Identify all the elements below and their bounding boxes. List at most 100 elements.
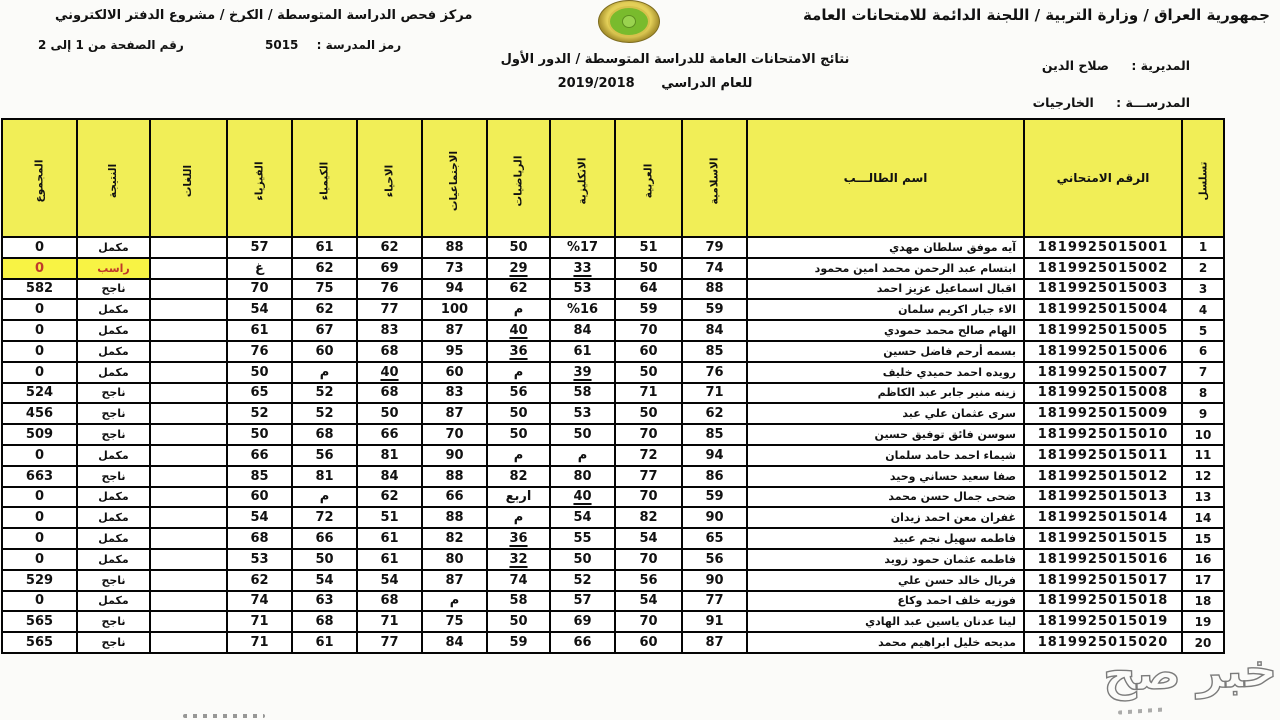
cell-islamic-score: 59 (681, 298, 748, 322)
table-row: 7 1819925015007 رويده احمد حميدي خليف 76… (1, 360, 1225, 384)
cell-exam-number: 1819925015001 (1023, 236, 1183, 259)
cell-biology-score: 50 (356, 402, 423, 426)
cell-result-status: مكمل (76, 527, 151, 550)
table-row: 8 1819925015008 زينه منير جابر عبد الكاظ… (1, 381, 1225, 405)
cell-serial: 1 (1181, 236, 1225, 259)
cell-languages-score (149, 610, 228, 634)
cell-math-score: م (486, 298, 551, 322)
cell-biology-score: 61 (356, 527, 423, 550)
directorate-line: المديرية : صلاح الدين (1042, 58, 1190, 73)
cell-arabic-score: 60 (614, 631, 683, 654)
cell-total-score: 0 (1, 506, 78, 530)
cell-chemistry-score: 54 (291, 568, 358, 592)
cell-languages-score (149, 631, 228, 654)
cell-chemistry-score: 62 (291, 256, 358, 280)
col-header-total: المجموع (1, 118, 78, 238)
cell-physics-score: 66 (226, 443, 293, 467)
cell-social-score: 70 (421, 423, 488, 446)
cell-english-score: 69 (549, 610, 616, 634)
cell-math-score: 50 (486, 610, 551, 634)
page-range: رقم الصفحة من 1 إلى 2 (38, 38, 184, 52)
cell-total-score: 0 (1, 547, 78, 571)
cell-exam-number: 1819925015017 (1023, 568, 1183, 592)
cell-languages-score (149, 423, 228, 446)
cell-chemistry-score: 72 (291, 506, 358, 530)
cell-student-name: شيماء احمد حامد سلمان (746, 443, 1025, 467)
cell-arabic-score: 70 (614, 485, 683, 509)
cell-languages-score (149, 402, 228, 426)
col-header-english: الانكليزية (549, 118, 616, 238)
cell-serial: 2 (1181, 256, 1225, 280)
cell-chemistry-score: 61 (291, 236, 358, 259)
cell-biology-score: 69 (356, 256, 423, 280)
cell-social-score: 88 (421, 464, 488, 488)
cell-physics-score: 71 (226, 610, 293, 634)
col-header-math: الرياضيات (486, 118, 551, 238)
cell-social-score: 73 (421, 256, 488, 280)
cell-biology-score: 81 (356, 443, 423, 467)
cell-arabic-score: 54 (614, 589, 683, 613)
col-header-arabic: العربية (614, 118, 683, 238)
cell-student-name: غفران معن احمد زيدان (746, 506, 1025, 530)
cell-chemistry-score: 50 (291, 547, 358, 571)
cell-chemistry-score: 56 (291, 443, 358, 467)
cell-biology-score: 84 (356, 464, 423, 488)
cell-chemistry-score: 63 (291, 589, 358, 613)
emblem-core (622, 15, 636, 28)
cell-languages-score (149, 256, 228, 280)
cell-total-score: 0 (1, 298, 78, 322)
cell-islamic-score: 84 (681, 319, 748, 342)
cell-physics-score: 50 (226, 360, 293, 384)
cell-math-score: 32 (486, 547, 551, 571)
cell-biology-score: 68 (356, 589, 423, 613)
cell-social-score: 88 (421, 506, 488, 530)
cell-languages-score (149, 360, 228, 384)
table-row: 5 1819925015005 الهام صالح محمد حمودي 84… (1, 319, 1225, 342)
cell-english-score: %17 (549, 236, 616, 259)
cell-result-status: راسب (76, 256, 151, 280)
cell-total-score: 0 (1, 319, 78, 342)
cell-english-score: 50 (549, 423, 616, 446)
col-header-islamic: الاسلامية (681, 118, 748, 238)
cell-student-name: فاطمه عثمان حمود زويد (746, 547, 1025, 571)
col-header-social: الاجتماعيات (421, 118, 488, 238)
cell-result-status: ناجح (76, 381, 151, 405)
cell-languages-score (149, 527, 228, 550)
cell-islamic-score: 71 (681, 381, 748, 405)
cell-exam-number: 1819925015020 (1023, 631, 1183, 654)
cell-result-status: ناجح (76, 277, 151, 301)
cell-biology-score: 68 (356, 381, 423, 405)
cell-social-score: 82 (421, 527, 488, 550)
cell-exam-number: 1819925015007 (1023, 360, 1183, 384)
cell-result-status: مكمل (76, 589, 151, 613)
academic-year-line: للعام الدراسي 2019/2018 (520, 76, 790, 91)
cell-student-name: ضحى جمال حسن محمد (746, 485, 1025, 509)
cell-math-score: م (486, 360, 551, 384)
cell-chemistry-score: م (291, 360, 358, 384)
cell-student-name: اقبال اسماعيل عزيز احمد (746, 277, 1025, 301)
cell-languages-score (149, 298, 228, 322)
exam-center-title: مركز فحص الدراسة المتوسطة / الكرخ / مشرو… (55, 8, 473, 23)
table-row: 14 1819925015014 غفران معن احمد زيدان 90… (1, 506, 1225, 530)
cell-chemistry-score: م (291, 485, 358, 509)
cell-social-score: م (421, 589, 488, 613)
cell-arabic-score: 50 (614, 402, 683, 426)
cell-math-score: 40 (486, 319, 551, 342)
cell-english-score: 52 (549, 568, 616, 592)
cell-islamic-score: 65 (681, 527, 748, 550)
cell-serial: 16 (1181, 547, 1225, 571)
cell-serial: 10 (1181, 423, 1225, 446)
cell-physics-score: 61 (226, 319, 293, 342)
cell-serial: 11 (1181, 443, 1225, 467)
cell-social-score: 88 (421, 236, 488, 259)
cell-total-score: 0 (1, 236, 78, 259)
cell-languages-score (149, 464, 228, 488)
cell-physics-score: 54 (226, 298, 293, 322)
cell-physics-score: 52 (226, 402, 293, 426)
cell-biology-score: 40 (356, 360, 423, 384)
cell-english-score: م (549, 443, 616, 467)
cell-social-score: 100 (421, 298, 488, 322)
col-header-serial: تسلسل (1181, 118, 1225, 238)
cell-exam-number: 1819925015010 (1023, 423, 1183, 446)
cell-english-score: 33 (549, 256, 616, 280)
